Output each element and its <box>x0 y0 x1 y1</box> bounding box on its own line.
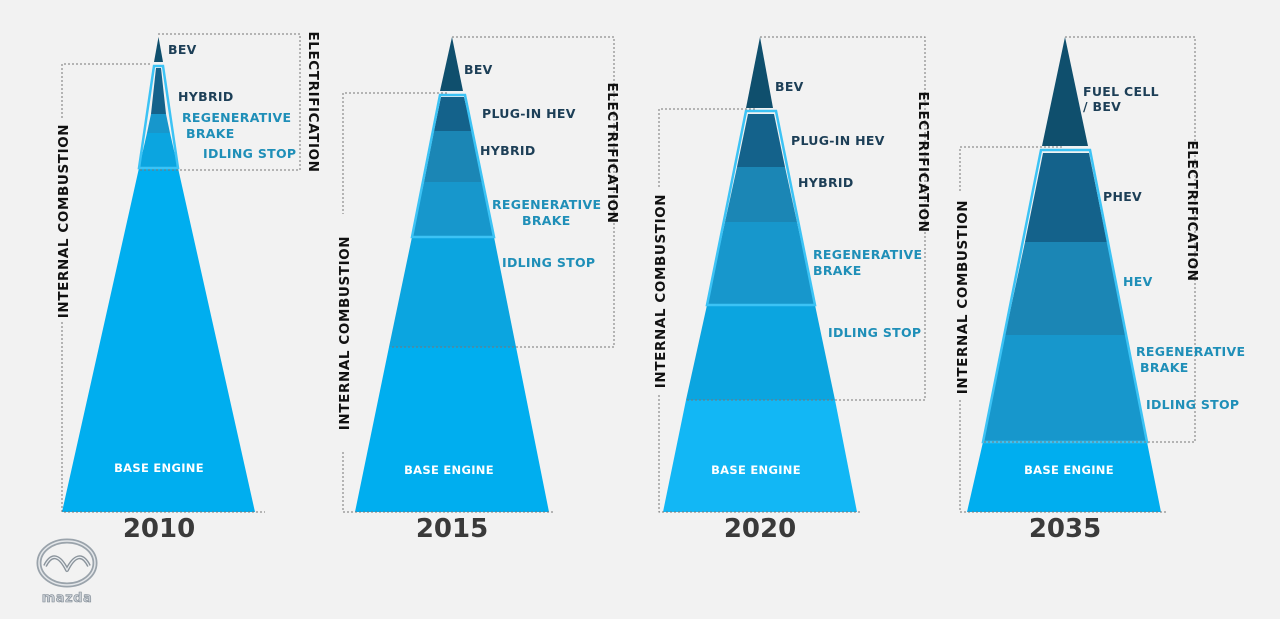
pyramid-2010-regen-layer <box>147 114 170 133</box>
pyramid-2035-electric-label: ELECTRIFICATION <box>1184 140 1200 281</box>
pyramid-2020-label-hybrid: HYBRID <box>798 175 854 190</box>
pyramid-2015-plugin-layer <box>434 97 472 131</box>
pyramid-2020-internal-label: INTERNAL COMBUSTION <box>653 194 669 388</box>
pyramid-2020-bev-layer <box>746 37 773 108</box>
pyramid-2020-label-idling: IDLING STOP <box>828 325 921 340</box>
pyramid-2020-outline <box>705 109 817 307</box>
pyramid-2020-electric-label: ELECTRIFICATION <box>915 91 931 232</box>
mazda-logo-wing-icon <box>43 555 91 572</box>
pyramid-2015: BEV PLUG-IN HEV HYBRID REGENERATIVE BRAK… <box>337 36 620 544</box>
pyramid-2020-year: 2020 <box>724 514 796 544</box>
pyramid-2010-label-bev: BEV <box>168 42 197 57</box>
pyramid-2015-bev-layer <box>440 37 463 91</box>
pyramid-2015-label-idling: IDLING STOP <box>502 255 595 270</box>
pyramid-2015-label-hybrid: HYBRID <box>480 143 536 158</box>
pyramid-2015-internal-label: INTERNAL COMBUSTION <box>337 236 353 430</box>
pyramid-2020-label-plugin: PLUG-IN HEV <box>791 133 885 148</box>
mazda-logo-wordmark: mazda <box>42 591 92 606</box>
pyramid-2035-internal-bracket <box>959 146 1168 513</box>
pyramid-2010-label-base: BASE ENGINE <box>114 461 204 475</box>
pyramid-2020-hybrid-layer <box>725 167 797 222</box>
pyramid-2020-label-brake: BRAKE <box>813 263 862 278</box>
pyramid-2020-plugin-layer <box>737 114 785 167</box>
pyramid-2035-label-idling: IDLING STOP <box>1146 397 1239 412</box>
pyramid-2010-internal-bracket <box>61 63 265 513</box>
pyramid-2015-label-bev: BEV <box>464 62 493 77</box>
pyramid-2010-internal-label: INTERNAL COMBUSTION <box>56 124 72 318</box>
pyramid-2035-electric-bracket <box>984 36 1196 443</box>
pyramid-2015-label-brake: BRAKE <box>522 213 571 228</box>
pyramid-2010-label-brake: BRAKE <box>186 126 235 141</box>
pyramid-2010-electric-bracket <box>140 33 301 171</box>
pyramid-2015-year: 2015 <box>416 514 488 544</box>
pyramid-2035: FUEL CELL / BEV PHEV HEV REGENERATIVE BR… <box>955 36 1245 544</box>
mazda-logo: mazda <box>36 538 98 606</box>
pyramid-2035-hev-layer <box>1025 153 1107 242</box>
pyramid-2015-hybrid-layer <box>424 131 482 182</box>
pyramid-2015-label-plugin: PLUG-IN HEV <box>482 106 576 121</box>
pyramid-2010-hybrid-layer <box>151 68 166 114</box>
pyramid-2035-year: 2035 <box>1029 514 1101 544</box>
pyramid-2020-regen-layer <box>707 222 815 305</box>
pyramid-2035-label-fuelcell: FUEL CELL <box>1083 84 1159 99</box>
pyramid-2015-base-layer <box>355 347 549 512</box>
pyramid-2020-label-bev: BEV <box>775 79 804 94</box>
pyramid-2010-bev-layer <box>154 37 163 62</box>
pyramid-2010-year: 2010 <box>123 514 195 544</box>
pyramid-2035-label-regen: REGENERATIVE <box>1136 344 1245 359</box>
pyramid-2035-fuelcell-layer <box>1042 37 1088 146</box>
pyramid-2020: BEV PLUG-IN HEV HYBRID REGENERATIVE BRAK… <box>653 36 931 544</box>
pyramid-2010-electric-label: ELECTRIFICATION <box>305 31 321 172</box>
pyramid-2015-regen-layer <box>412 182 494 237</box>
pyramid-2035-idling-layer <box>983 335 1147 442</box>
pyramid-2015-electric-label: ELECTRIFICATION <box>604 82 620 223</box>
pyramid-2010-base-layer <box>62 168 255 512</box>
pyramid-2015-outline <box>410 93 496 239</box>
pyramid-2020-internal-bracket <box>658 108 862 513</box>
pyramid-2020-label-base: BASE ENGINE <box>711 463 801 477</box>
pyramid-2010-label-hybrid: HYBRID <box>178 89 234 104</box>
pyramid-2020-base-layer <box>663 400 857 512</box>
pyramid-2010-outline <box>137 64 180 170</box>
pyramid-2020-label-regen: REGENERATIVE <box>813 247 922 262</box>
pyramid-2010-label-idling: IDLING STOP <box>203 146 296 161</box>
pyramid-2010-label-regen: REGENERATIVE <box>182 110 291 125</box>
pyramid-2035-regen-layer <box>1005 242 1126 335</box>
pyramid-2015-internal-bracket <box>342 92 555 513</box>
pyramid-2010: BEV HYBRID REGENERATIVE BRAKE IDLING STO… <box>56 31 321 544</box>
pyramid-2035-label-hev: HEV <box>1123 274 1153 289</box>
pyramid-2015-label-regen: REGENERATIVE <box>492 197 601 212</box>
pyramid-2035-label-brake: BRAKE <box>1140 360 1189 375</box>
pyramid-2035-label-bev: / BEV <box>1083 99 1121 114</box>
pyramid-2035-label-base: BASE ENGINE <box>1024 463 1114 477</box>
pyramid-2020-idling-layer <box>686 305 835 400</box>
pyramid-2035-base-layer <box>967 442 1161 512</box>
pyramid-2035-label-phev: PHEV <box>1103 189 1142 204</box>
pyramid-2015-idling-layer <box>389 237 516 347</box>
pyramid-2035-internal-label: INTERNAL COMBUSTION <box>955 200 971 394</box>
pyramid-2015-electric-bracket <box>390 36 615 348</box>
pyramid-2010-idling-layer <box>139 133 178 168</box>
pyramid-2015-label-base: BASE ENGINE <box>404 463 494 477</box>
